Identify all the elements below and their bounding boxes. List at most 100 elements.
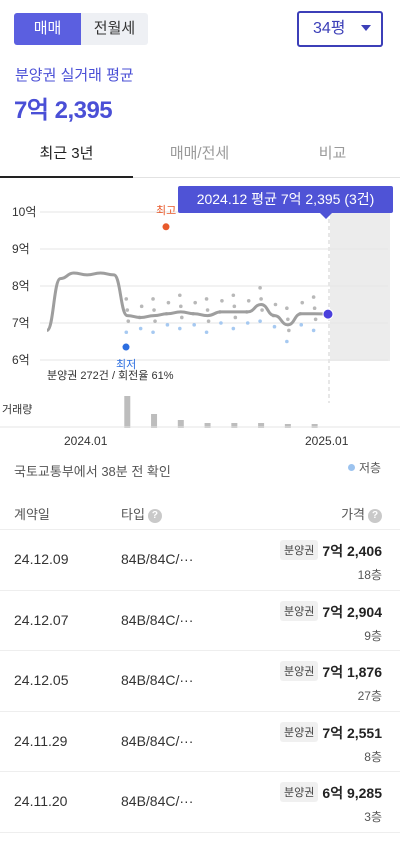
row-date: 24.12.09 — [14, 551, 69, 567]
tab-rent[interactable]: 전월세 — [93, 20, 136, 37]
deal-type-toggle: 매매 전월세 — [14, 13, 148, 45]
trade-dot — [151, 297, 155, 301]
trade-dot — [178, 326, 182, 331]
volume-bar — [231, 423, 238, 428]
trade-dot — [311, 295, 316, 299]
trade-dot — [138, 326, 143, 331]
row-type: 84B/84C/··· — [121, 611, 194, 628]
x-axis: 2024.01 2025.01 — [64, 434, 349, 448]
header-date: 계약일 — [14, 507, 50, 522]
row-floor: 3층 — [364, 810, 382, 824]
volume-bar — [124, 396, 131, 428]
trade-dot — [233, 315, 238, 320]
row-price-value: 7억 1,876 — [322, 664, 382, 680]
trade-dot — [231, 293, 236, 298]
size-select-value: 34평 — [313, 20, 346, 37]
trade-dot — [166, 300, 171, 305]
average-price: 7억 2,395 — [14, 97, 113, 124]
tab-recent-3y[interactable]: 최근 3년 — [0, 133, 133, 178]
summary-label: 분양권 실거래 평균 — [15, 67, 134, 84]
trade-dot — [287, 328, 291, 333]
row-date: 24.11.20 — [14, 793, 68, 809]
presale-badge: 분양권 — [280, 721, 319, 742]
y-tick-label: 7억 — [12, 316, 30, 330]
x-tick-label: 2024.01 — [64, 434, 108, 448]
trade-dot — [165, 323, 170, 327]
trade-dot — [151, 330, 155, 335]
trade-dot — [258, 286, 262, 290]
min-point[interactable] — [122, 343, 130, 351]
row-floor: 27층 — [357, 689, 382, 703]
help-icon[interactable]: ? — [368, 509, 382, 523]
tab-sale[interactable]: 매매 — [14, 13, 81, 45]
chart-tooltip: 2024.12 평균 7억 2,395 (3건) — [178, 186, 393, 219]
size-select[interactable]: 34평 — [297, 11, 383, 47]
presale-badge: 분양권 — [280, 782, 319, 802]
period-tabs: 최근 3년 매매/전세 비교 — [0, 133, 400, 178]
table-row[interactable]: 24.12.07 84B/84C/··· 분양권 7억 2,904 9층 — [0, 591, 400, 651]
trade-dot — [260, 308, 264, 312]
trade-dot — [245, 321, 250, 325]
future-shade — [330, 186, 390, 361]
row-date: 24.12.05 — [14, 672, 69, 688]
row-floor: 18층 — [357, 568, 382, 582]
trade-dot — [204, 297, 209, 301]
trade-dot — [179, 304, 183, 309]
trade-dot — [178, 293, 182, 298]
table-header: 계약일 타입? 가격? — [0, 500, 400, 530]
trade-dot — [219, 321, 223, 325]
row-date: 24.12.07 — [14, 611, 69, 628]
row-price: 분양권 7억 1,876 27층 — [280, 661, 382, 704]
trade-dot — [272, 324, 277, 329]
trade-dot — [124, 330, 129, 335]
trade-dot — [231, 326, 236, 331]
trade-dot — [246, 299, 251, 303]
table-row[interactable]: 24.11.29 84B/84C/··· 분양권 7억 2,551 8층 — [0, 712, 400, 772]
presale-badge: 분양권 — [280, 540, 319, 560]
volume-bar — [311, 424, 318, 428]
volume-bar — [284, 424, 291, 428]
trade-dot — [300, 300, 305, 305]
table-row[interactable]: 24.11.20 84B/84C/··· 분양권 6억 9,285 3층 — [0, 772, 400, 833]
highlight-point[interactable] — [322, 308, 334, 320]
trade-dot — [273, 302, 278, 307]
header-type: 타입? — [121, 504, 162, 523]
row-date: 24.11.29 — [14, 732, 68, 749]
trade-dot — [285, 306, 289, 310]
trade-dot — [206, 319, 211, 323]
max-point[interactable] — [162, 223, 170, 231]
trade-dot — [180, 315, 184, 320]
volume-bar — [204, 423, 211, 428]
volume-label: 거래량 — [2, 403, 32, 416]
legend-dot — [348, 464, 355, 471]
table-row[interactable]: 24.12.05 84B/84C/··· 분양권 7억 1,876 27층 — [0, 651, 400, 712]
price-chart[interactable]: 10억 9억 8억 7억 6억 최고 최저 분양권 272건 / 회전율 61% 거래량 — [0, 178, 400, 428]
legend-label: 저층 — [359, 461, 382, 475]
row-price: 분양권 7억 2,406 18층 — [280, 540, 382, 583]
help-icon[interactable]: ? — [147, 509, 162, 523]
y-tick-label: 6억 — [12, 353, 30, 367]
row-price-value: 7억 2,406 — [322, 543, 382, 559]
trade-dot — [259, 297, 263, 301]
transaction-list: 24.12.09 84B/84C/··· 분양권 7억 2,406 18층 24.1… — [0, 530, 400, 833]
row-price-value: 6억 9,285 — [322, 785, 382, 801]
trade-dot — [193, 300, 197, 305]
y-tick-label: 8억 — [12, 279, 30, 293]
table-row[interactable]: 24.12.09 84B/84C/··· 분양권 7억 2,406 18층 — [0, 530, 400, 591]
chart-note: 분양권 272건 / 회전율 61% — [47, 369, 174, 382]
trade-dot — [153, 319, 157, 323]
tab-compare[interactable]: 비교 — [318, 145, 347, 162]
row-type: 84B/84C/··· — [121, 793, 194, 809]
volume-bar — [151, 414, 158, 428]
trade-dot — [125, 308, 130, 312]
trade-dot — [152, 308, 156, 312]
trade-dot — [124, 297, 129, 301]
trade-dot — [139, 304, 144, 309]
row-price: 분양권 7억 2,551 8층 — [280, 721, 382, 765]
max-label: 최고 — [156, 204, 176, 217]
presale-badge: 분양권 — [280, 600, 319, 621]
tab-sale-jeonse[interactable]: 매매/전세 — [169, 145, 230, 162]
row-floor: 8층 — [364, 749, 382, 764]
trade-dot — [311, 328, 316, 333]
row-type: 84B/84C/··· — [121, 672, 194, 688]
